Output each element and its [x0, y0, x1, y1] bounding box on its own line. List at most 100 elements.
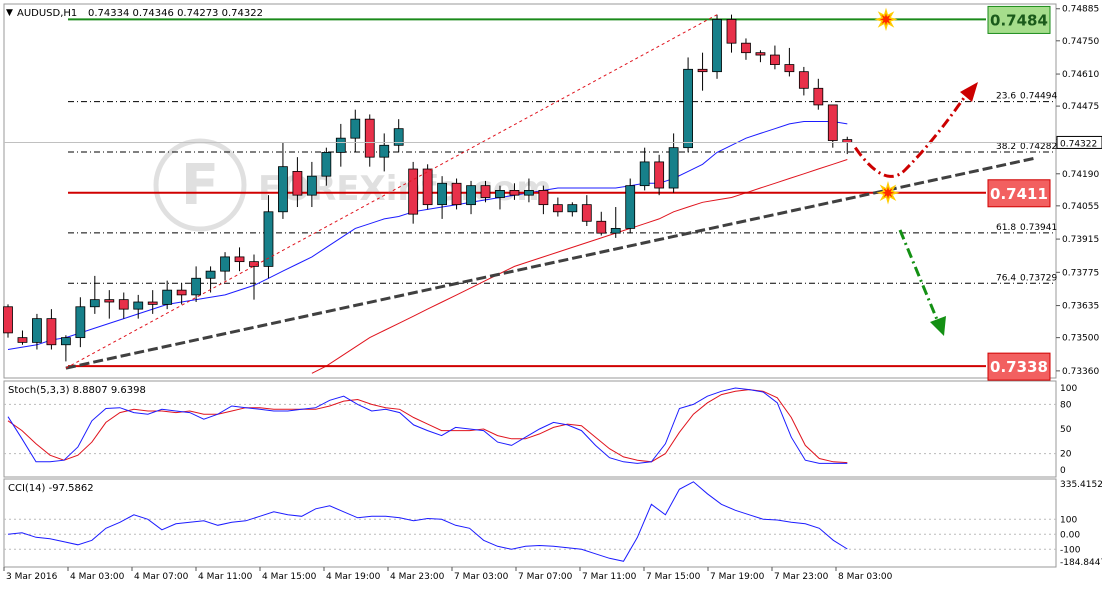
candle-body	[495, 190, 505, 198]
stoch-main-line	[7, 387, 848, 464]
candle-body	[798, 71, 809, 89]
level-box-0.7338	[987, 352, 1051, 381]
candle-body	[75, 306, 86, 339]
cci-panel-frame	[3, 478, 1057, 568]
candle-body	[176, 289, 187, 296]
candle-body	[350, 118, 361, 139]
fib-level-price: 0.74282	[1020, 142, 1057, 152]
candle-body	[379, 144, 390, 158]
candle-body	[118, 299, 129, 310]
price-tick-label: 0.73360	[1062, 367, 1099, 377]
time-tick-label: 4 Mar 03:00	[70, 572, 125, 582]
levels-layer: 0.7484 0.7411 0.7338	[68, 5, 1051, 381]
fibonacci-layer: 23.6 0.74494 38.2 0.74282 61.8 0.73941 76.4 0.7…	[68, 92, 1057, 284]
candle-body	[422, 168, 433, 206]
price-tick-label: 0.74885	[1062, 5, 1099, 15]
candle-body	[509, 190, 520, 196]
fib-level-pct: 38.2	[996, 142, 1016, 152]
stoch-signal-line	[7, 389, 848, 464]
candle-body	[220, 256, 230, 272]
candle-body	[639, 161, 650, 187]
price-tick-label: 0.74475	[1062, 102, 1099, 112]
stoch-label: Stoch(5,3,3) 8.8807 9.6398	[8, 385, 146, 396]
fib-level-pct: 23.6	[996, 92, 1016, 102]
candle-body	[205, 270, 216, 279]
candle-body	[306, 175, 317, 196]
bullish-arrow-head	[960, 82, 978, 102]
candle-body	[162, 289, 173, 305]
candle-body	[668, 147, 679, 189]
candle-body	[813, 87, 824, 106]
candle-body	[278, 166, 288, 213]
time-tick-label: 7 Mar 07:00	[518, 572, 573, 582]
time-tick-label: 4 Mar 23:00	[390, 572, 445, 582]
price-tick-label: 0.74055	[1062, 202, 1099, 212]
cci-tick-label: 0.00	[1060, 530, 1080, 540]
time-tick-label: 7 Mar 11:00	[582, 572, 637, 582]
header-arrow: ▼	[6, 8, 13, 18]
candle-body	[610, 227, 621, 234]
candle-body	[480, 185, 491, 198]
fib-level-price: 0.73729	[1020, 273, 1057, 283]
time-axis: 3 Mar 2016 4 Mar 03:00 4 Mar 07:00 4 Mar 11…	[3, 567, 893, 582]
time-tick-label: 4 Mar 07:00	[134, 572, 189, 582]
level-box-label: 0.7484	[990, 11, 1048, 29]
ohlc-readout: 0.74334 0.74346 0.74273 0.74322	[88, 8, 263, 19]
candle-body	[538, 190, 549, 206]
candle-body	[770, 54, 780, 65]
price-tick-label: 0.73635	[1062, 302, 1099, 312]
candle-body	[364, 118, 375, 158]
candle-body	[292, 171, 303, 196]
bearish-projection-arrow	[898, 229, 940, 323]
candle-body	[263, 211, 274, 267]
candle-body	[741, 42, 751, 54]
bearish-arrow-head	[930, 316, 946, 336]
candle-body	[596, 220, 607, 234]
trendline	[65, 156, 1037, 370]
candle-body	[625, 185, 636, 229]
cci-tick-label: 335.4152	[1060, 480, 1102, 490]
candle-body	[17, 337, 28, 343]
bullish-projection-arrow	[854, 91, 970, 178]
candles-layer	[3, 14, 853, 362]
time-tick-label: 4 Mar 19:00	[326, 572, 381, 582]
candle-body	[451, 182, 462, 206]
price-tick-label: 0.73775	[1062, 268, 1099, 278]
time-tick-label: 8 Mar 03:00	[838, 572, 893, 582]
price-panel-frame	[3, 3, 1057, 379]
candle-body	[60, 337, 71, 346]
candle-body	[89, 299, 100, 308]
stoch-tick-label: 100	[1060, 384, 1077, 394]
candle-body	[524, 190, 534, 196]
candle-body	[827, 104, 838, 141]
candle-body	[133, 301, 144, 310]
candle-body	[147, 301, 158, 305]
candle-body	[567, 204, 578, 213]
cci-line	[7, 481, 848, 562]
stoch-tick-label: 0	[1060, 466, 1066, 476]
current-price-box	[1056, 135, 1102, 149]
candle-body	[335, 137, 346, 153]
candle-body	[321, 152, 332, 177]
level-box-label: 0.7338	[990, 358, 1048, 376]
drawings-layer	[65, 7, 1037, 370]
candle-body	[552, 204, 563, 213]
candle-body	[683, 68, 693, 149]
price-tick-label: 0.73500	[1062, 334, 1099, 344]
candle-body	[104, 299, 115, 303]
time-tick-label: 4 Mar 15:00	[262, 572, 317, 582]
cci-tick-label: -184.8447	[1060, 558, 1102, 568]
candle-body	[393, 128, 404, 146]
level-box-0.7484	[987, 5, 1051, 34]
ma-slow-line	[311, 159, 848, 374]
cci-label: CCI(14) -97.5862	[8, 483, 94, 494]
stoch-panel-frame	[3, 380, 1057, 478]
price-tick-label: 0.74610	[1062, 70, 1099, 80]
support-star-icon	[876, 181, 900, 205]
price-tick-label: 0.74750	[1062, 37, 1099, 47]
candle-body	[437, 182, 448, 206]
price-tick-label: 0.73915	[1062, 235, 1099, 245]
candle-body	[466, 185, 476, 206]
